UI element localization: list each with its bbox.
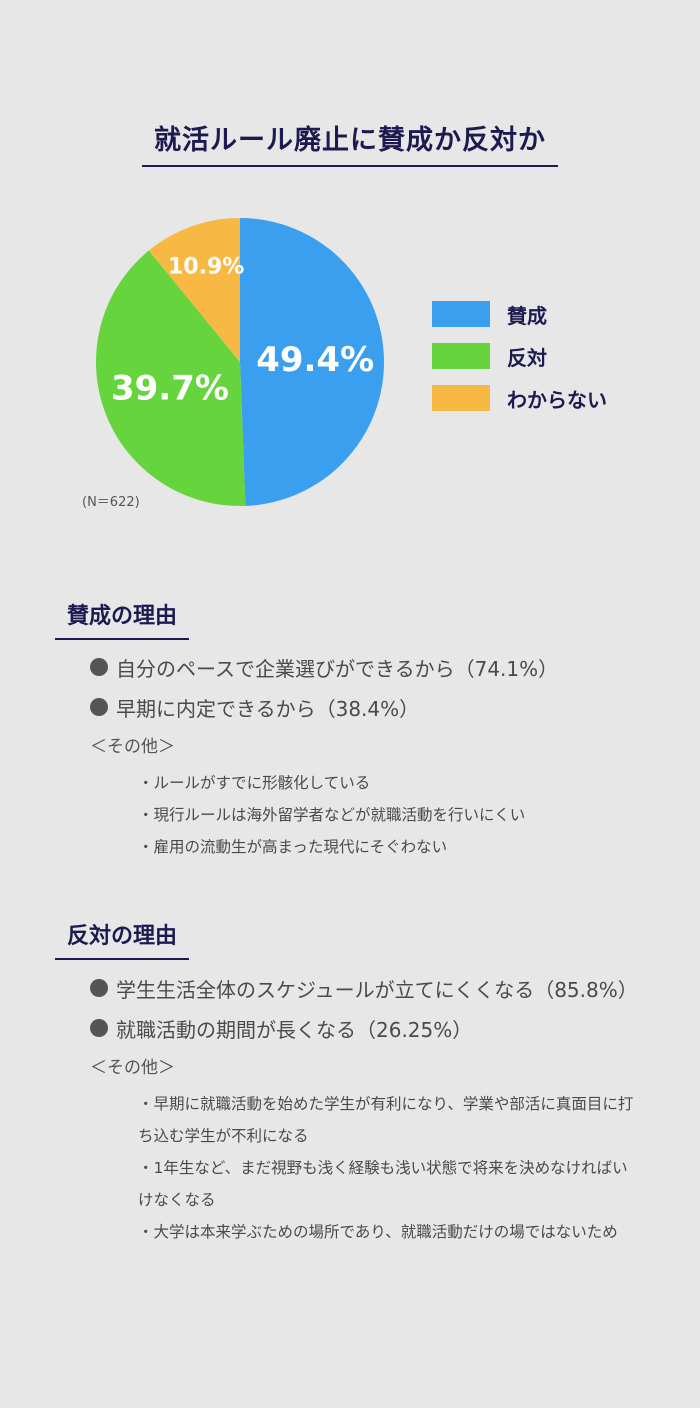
bullet-dot-icon — [90, 698, 108, 716]
legend-label-unknown: わからない — [507, 387, 607, 412]
pro-other-list: ・ルールがすでに形骸化している ・現行ルールは海外留学者などが就職活動を行いにく… — [138, 767, 558, 863]
legend-item-no: 反対 — [432, 342, 607, 370]
pro-heading: 賛成の理由 — [55, 598, 190, 640]
pro-list: 自分のペースで企業選びができるから（74.1%） 早期に内定できるから（38.4… — [90, 652, 558, 863]
sample-size-note: (N＝622) — [82, 495, 140, 510]
con-list: 学生生活全体のスケジュールが立てにくくなる（85.8%） 就職活動の期間が長くな… — [90, 973, 638, 1248]
bullet-dot-icon — [90, 1019, 108, 1037]
pie-slice-yes — [240, 218, 384, 506]
pie-chart: 49.4% 39.7% 10.9% — [96, 218, 384, 506]
con-reason: 就職活動の期間が長くなる（26.25%） — [90, 1013, 638, 1043]
pie-label-yes: 49.4% — [256, 340, 374, 380]
pro-reason-text: 早期に内定できるから（38.4%） — [116, 696, 420, 721]
con-other-list: ・早期に就職活動を始めた学生が有利になり、学業や部活に真面目に打ち込む学生が不利… — [138, 1088, 638, 1248]
con-reason-text: 学生生活全体のスケジュールが立てにくくなる（85.8%） — [116, 977, 638, 1002]
con-heading: 反対の理由 — [55, 918, 190, 960]
con-other-label: ＜その他＞ — [90, 1058, 175, 1078]
legend-item-yes: 賛成 — [432, 300, 607, 328]
pro-other-item: ・現行ルールは海外留学者などが就職活動を行いにくい — [138, 806, 526, 824]
con-reason-text: 就職活動の期間が長くなる（26.25%） — [116, 1017, 473, 1042]
legend: 賛成 反対 わからない — [432, 300, 607, 426]
legend-swatch-unknown — [432, 385, 490, 411]
bullet-dot-icon — [90, 658, 108, 676]
pie-slice-no — [96, 250, 246, 506]
pie-label-unknown: 10.9% — [168, 255, 244, 280]
legend-item-unknown: わからない — [432, 384, 607, 412]
pro-reason-text: 自分のペースで企業選びができるから（74.1%） — [116, 656, 559, 681]
pie-slice-unknown — [148, 218, 240, 362]
legend-label-no: 反対 — [507, 345, 547, 370]
con-other-item: ・早期に就職活動を始めた学生が有利になり、学業や部活に真面目に打ち込む学生が不利… — [138, 1095, 634, 1145]
pro-reason: 早期に内定できるから（38.4%） — [90, 692, 558, 722]
con-other-item: ・大学は本来学ぶための場所であり、就職活動だけの場ではないため — [138, 1223, 618, 1241]
legend-swatch-no — [432, 343, 490, 369]
con-other-item: ・1年生など、まだ視野も浅く経験も浅い状態で将来を決めなければいけなくなる — [138, 1159, 628, 1209]
pro-other-label: ＜その他＞ — [90, 737, 175, 757]
pro-other-item: ・雇用の流動生が高まった現代にそぐわない — [138, 838, 448, 856]
legend-swatch-yes — [432, 301, 490, 327]
chart-title: 就活ルール廃止に賛成か反対か — [142, 118, 558, 167]
con-reason: 学生生活全体のスケジュールが立てにくくなる（85.8%） — [90, 973, 638, 1003]
pro-reason: 自分のペースで企業選びができるから（74.1%） — [90, 652, 558, 682]
legend-label-yes: 賛成 — [507, 303, 547, 328]
bullet-dot-icon — [90, 979, 108, 997]
pie-label-no: 39.7% — [111, 368, 229, 408]
chart-title-wrap: 就活ルール廃止に賛成か反対か — [0, 118, 700, 167]
pro-other-item: ・ルールがすでに形骸化している — [138, 774, 371, 792]
